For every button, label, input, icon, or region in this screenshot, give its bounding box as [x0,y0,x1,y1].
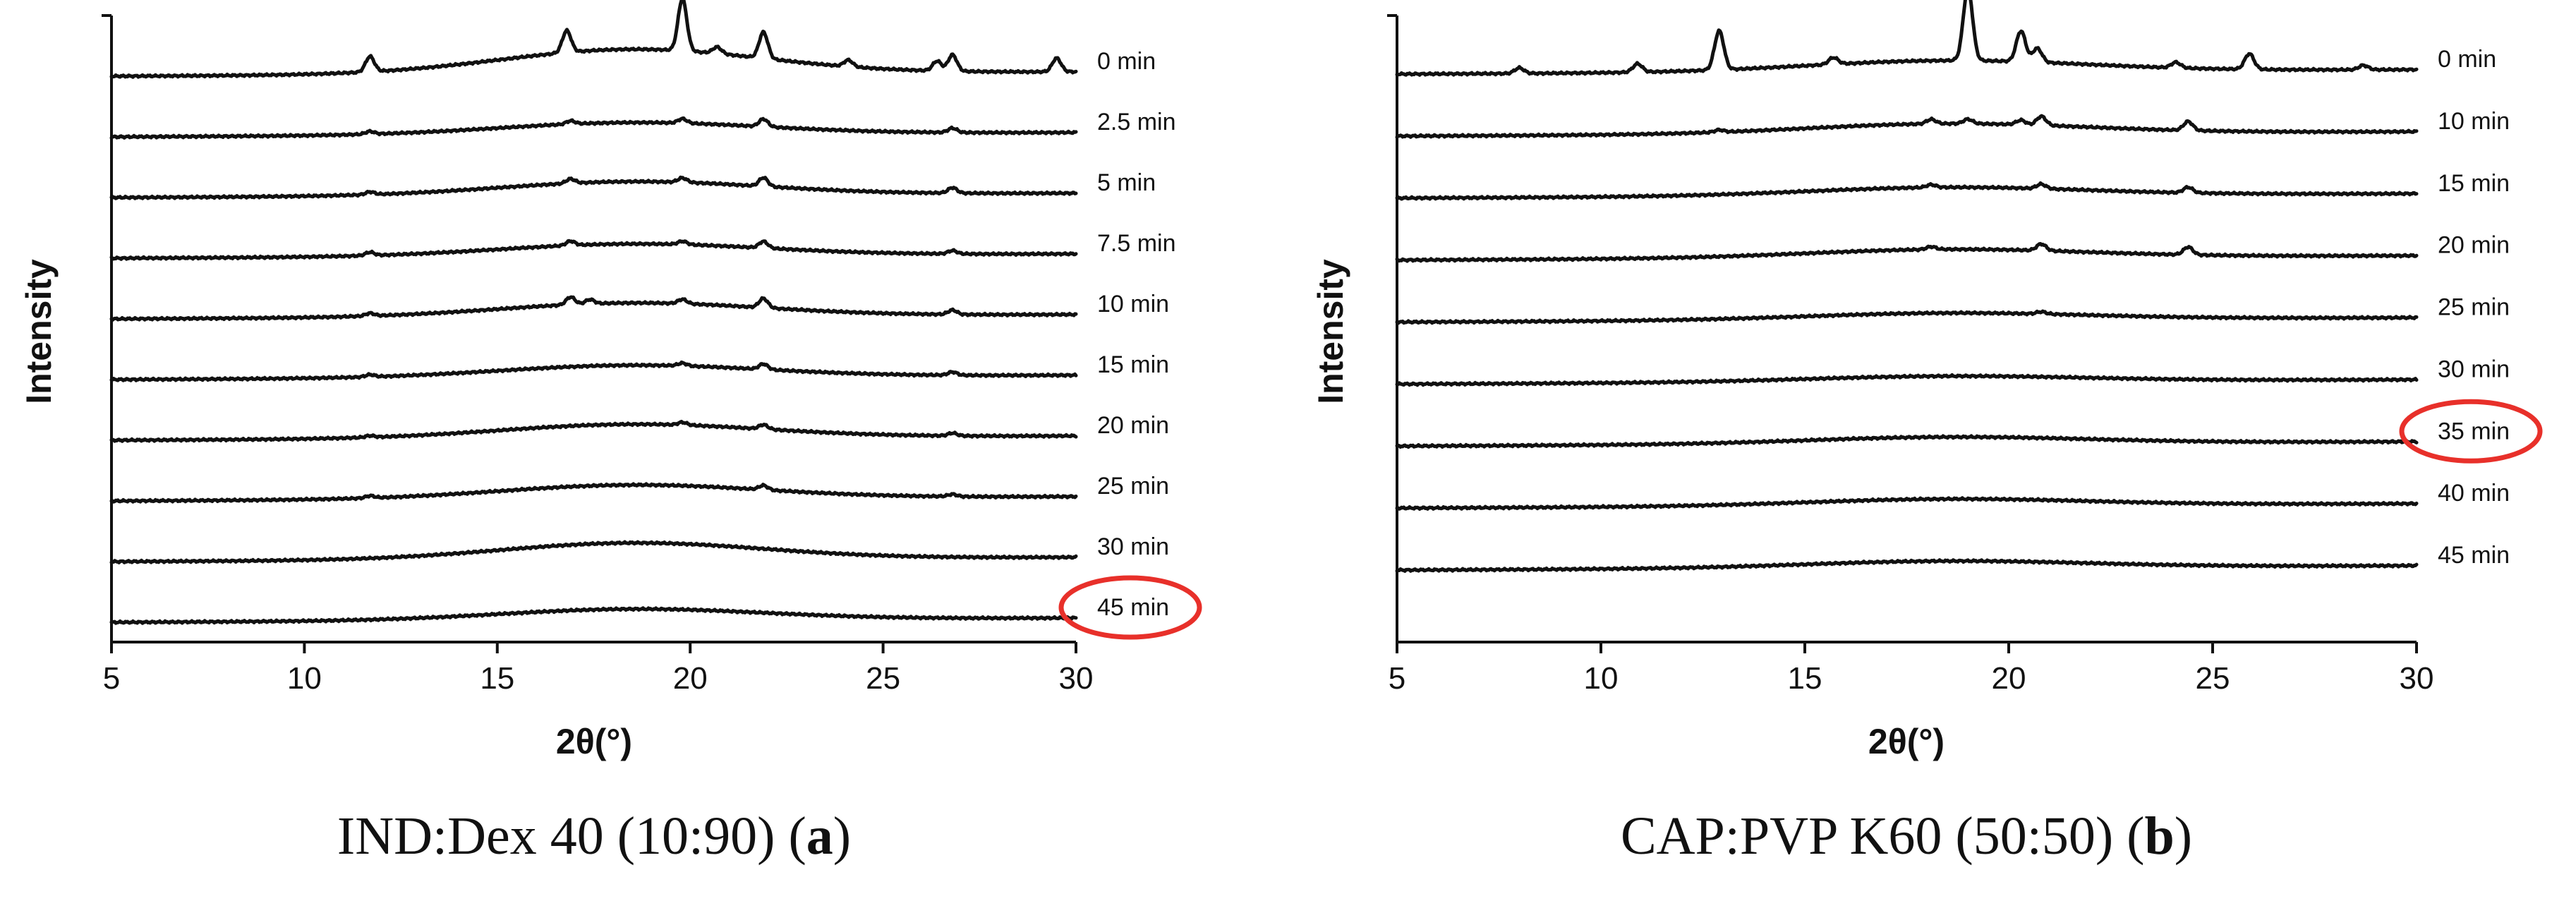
x-tick-label: 25 [866,661,900,696]
caption-open: ( [788,806,806,866]
x-axis-label: 2θ(°) [1868,722,1945,761]
xrd-trace [1395,558,2419,573]
x-tick-label: 5 [103,661,120,696]
xrd-trace [109,420,1078,443]
series-label: 45 min [1097,594,1169,621]
xrd-trace [1395,434,2419,449]
x-tick-label: 5 [1389,661,1405,696]
series-label: 5 min [1097,169,1156,196]
panel-caption: CAP:PVP K60 (50:50) (b) [1621,806,2192,866]
series-label: 10 min [2438,108,2510,135]
series-label: 0 min [1097,48,1156,75]
series-label: 20 min [1097,412,1169,439]
series-label: 15 min [1097,351,1169,378]
y-axis-label: Intensity [1311,259,1350,404]
x-tick-label: 15 [1788,661,1822,696]
x-tick-label: 30 [2400,661,2434,696]
caption-open: ( [2127,806,2144,866]
xrd-trace [109,116,1078,140]
series-label: 0 min [2438,46,2496,73]
series-label: 20 min [2438,232,2510,259]
caption-close: ) [833,806,851,866]
xrd-trace [109,482,1078,504]
x-tick-label: 15 [480,661,514,696]
caption-close: ) [2175,806,2192,866]
x-tick-label: 30 [1059,661,1094,696]
caption-letter: b [2144,806,2174,866]
series-label: 15 min [2438,170,2510,197]
panel-a: 5 10 15 20 25 30 0 min 2.5 min 5 min 7.5 min 10 mi… [19,0,1202,866]
caption-text: CAP:PVP K60 (50:50) [1621,806,2127,866]
xrd-trace [109,238,1078,261]
xrd-trace [109,0,1078,79]
series-label: 2.5 min [1097,109,1176,135]
xrd-trace [109,295,1078,322]
xrd-trace [109,606,1078,625]
xrd-trace [109,360,1078,382]
series-label: 25 min [1097,473,1169,500]
series-label: 30 min [1097,533,1169,560]
x-tick-label: 25 [2196,661,2230,696]
x-axis-label: 2θ(°) [556,722,632,761]
xrd-trace [109,540,1078,564]
xrd-trace [1395,309,2419,325]
highlight-ellipse [2399,399,2543,464]
xrd-trace [1395,181,2419,201]
x-tick-label: 10 [287,661,322,696]
xrd-trace [1395,114,2419,139]
series-label: 45 min [2438,542,2510,569]
y-axis-label: Intensity [19,259,59,404]
xrd-trace [1395,0,2419,77]
series-label: 35 min [2438,418,2510,445]
x-tick-label: 10 [1584,661,1619,696]
panel-b: 5 10 15 20 25 30 0 min 10 min 15 min 20 min 25 min… [1311,0,2543,866]
series-label: 25 min [2438,294,2510,321]
caption-letter: a [806,806,833,866]
xrd-trace [1395,242,2419,263]
series-label: 30 min [2438,356,2510,382]
series-label: 10 min [1097,291,1169,318]
xrd-trace [109,175,1078,200]
x-tick-label: 20 [1992,661,2026,696]
caption-text: IND:Dex 40 (10:90) [337,806,789,866]
panel-caption: IND:Dex 40 (10:90) (a) [337,806,851,866]
x-tick-label: 20 [673,661,708,696]
series-label: 40 min [2438,480,2510,507]
series-label: 7.5 min [1097,230,1176,257]
xrd-trace [1395,496,2419,511]
highlight-ellipse [1058,575,1202,640]
xrd-trace [1395,373,2419,387]
